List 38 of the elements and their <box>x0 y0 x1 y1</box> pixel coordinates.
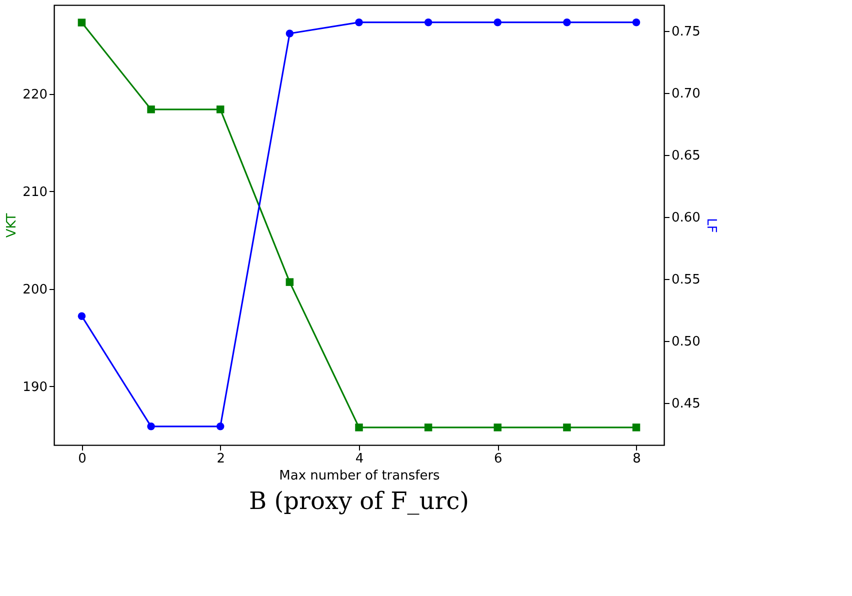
point <box>494 424 502 432</box>
x-tick-label: 6 <box>494 452 502 466</box>
point <box>78 312 86 320</box>
point <box>78 18 86 26</box>
point <box>355 424 363 432</box>
x-tick-label: 2 <box>216 452 226 466</box>
point <box>147 106 155 114</box>
y-tick-label: 200 <box>22 282 48 298</box>
x-tick-label: 0 <box>78 452 86 466</box>
y-tick-label: 220 <box>22 87 48 102</box>
point <box>494 18 502 26</box>
point <box>632 424 640 432</box>
y2-tick-label: 0.45 <box>672 396 700 412</box>
point <box>216 106 224 114</box>
y2-tick-label: 0.60 <box>672 210 700 226</box>
y-tick-label: 210 <box>22 184 48 200</box>
y-axis-title: VKT <box>4 213 20 238</box>
y2-tick-label: 0.70 <box>672 86 700 102</box>
x-tick-label: 4 <box>355 452 364 466</box>
y2-axis-title: LF <box>703 218 718 233</box>
y2-tick-label: 0.55 <box>672 272 700 288</box>
point <box>632 18 640 26</box>
x-tick-label: 8 <box>632 452 641 466</box>
x-axis-title: Max number of transfers <box>279 468 440 484</box>
y2-tick-label: 0.50 <box>672 334 700 350</box>
point <box>424 18 432 26</box>
point <box>424 424 432 432</box>
point <box>563 18 571 26</box>
y2-tick-label: 0.65 <box>672 148 700 164</box>
point <box>563 424 571 432</box>
y-tick-label: 190 <box>22 380 48 395</box>
point <box>286 30 294 38</box>
point <box>286 278 294 286</box>
point <box>355 18 363 26</box>
text: B (proxy of F_urc) <box>249 487 469 515</box>
point <box>216 422 224 430</box>
y2-tick-label: 0.75 <box>672 24 700 40</box>
point <box>147 422 155 430</box>
